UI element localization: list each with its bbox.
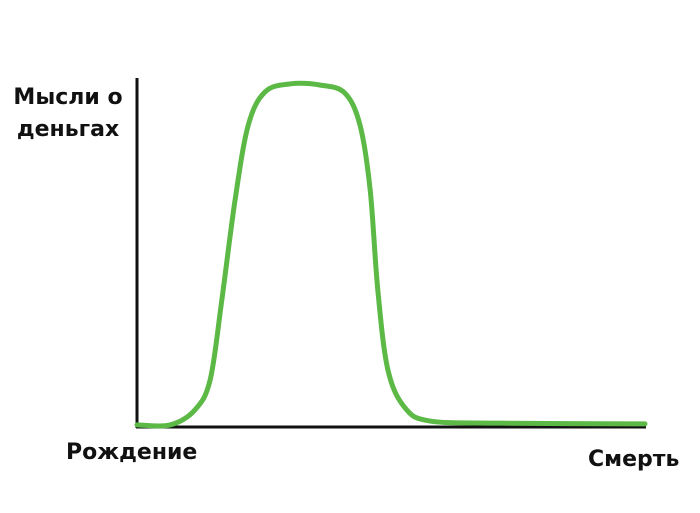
y-axis-label: Мысли о деньгах [13,85,123,142]
x-end-label: Смерть [588,447,680,472]
x-start-label: Рождение [66,440,198,465]
curve [134,80,648,429]
